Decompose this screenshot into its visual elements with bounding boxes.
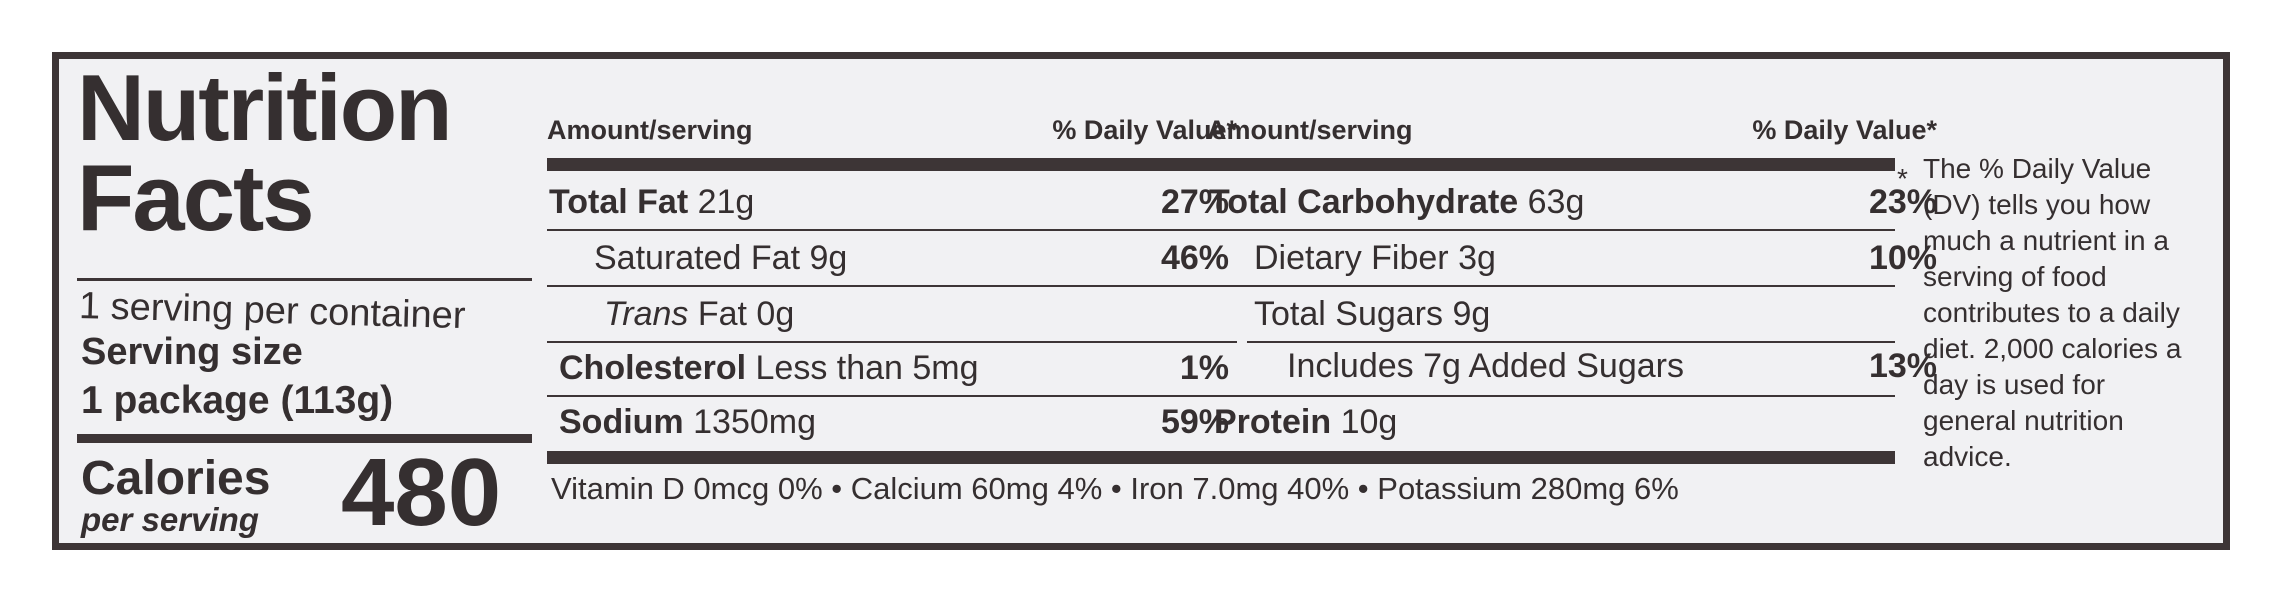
vitamins-line: Vitamin D 0mcg 0% • Calcium 60mg 4% • Ir… [551, 471, 1679, 506]
divider-serving [77, 434, 532, 443]
row-total-carbohydrate: Total Carbohydrate 63g [1209, 183, 1585, 221]
row-added-sugars: Includes 7g Added Sugars [1287, 347, 1684, 385]
vitamins-thick-rule [547, 451, 1895, 464]
rule [1207, 229, 1895, 231]
left-dv-header: % Daily Value* [1052, 115, 1237, 145]
left-amount-header: Amount/serving [547, 115, 753, 145]
left-thick-rule [547, 158, 1237, 171]
dv-total-fat: 27% [1160, 183, 1229, 221]
row-saturated-fat: Saturated Fat 9g [594, 239, 848, 277]
row-sodium: Sodium 1350mg [559, 403, 816, 441]
row-protein: Protein 10g [1214, 403, 1398, 441]
row-total-fat: Total Fat 21g [549, 183, 755, 221]
nutrition-facts-label: Nutrition Facts 1 serving per container … [52, 52, 2230, 550]
calories-value: 480 [341, 439, 502, 546]
dv-saturated-fat: 46% [1160, 239, 1229, 277]
right-dv-header: % Daily Value* [1752, 115, 1937, 145]
dv-dietary-fiber: 10% [1868, 239, 1937, 277]
calories-sub: per serving [81, 501, 259, 538]
calories-label: Calories [81, 452, 271, 505]
serving-size-value: 1 package (113g) [81, 379, 394, 422]
row-cholesterol: Cholesterol Less than 5mg [559, 349, 979, 387]
divider-title [77, 278, 532, 281]
rule [1247, 341, 1895, 343]
footnote-text: The % Daily Value (DV) tells you how muc… [1923, 153, 2182, 472]
rule [547, 229, 1237, 231]
footnote-star: * [1897, 163, 1908, 194]
dv-cholesterol: 1% [1179, 349, 1229, 387]
serving-size-label: Serving size [81, 331, 303, 373]
dv-total-carbohydrate: 23% [1868, 183, 1937, 221]
rule [547, 341, 1237, 343]
dv-sodium: 59% [1160, 403, 1229, 441]
right-thick-rule [1207, 158, 1895, 171]
row-trans-fat: Trans Fat 0g [604, 295, 795, 333]
row-total-sugars: Total Sugars 9g [1254, 295, 1491, 333]
rule [1207, 285, 1895, 287]
dv-added-sugars: 13% [1868, 347, 1937, 385]
rule [547, 395, 1237, 397]
right-amount-header: Amount/serving [1207, 115, 1413, 145]
title-line-1: Nutrition [77, 55, 453, 160]
row-dietary-fiber: Dietary Fiber 3g [1254, 239, 1496, 277]
rule [1207, 395, 1895, 397]
title-line-2: Facts [77, 145, 315, 250]
rule [547, 285, 1237, 287]
